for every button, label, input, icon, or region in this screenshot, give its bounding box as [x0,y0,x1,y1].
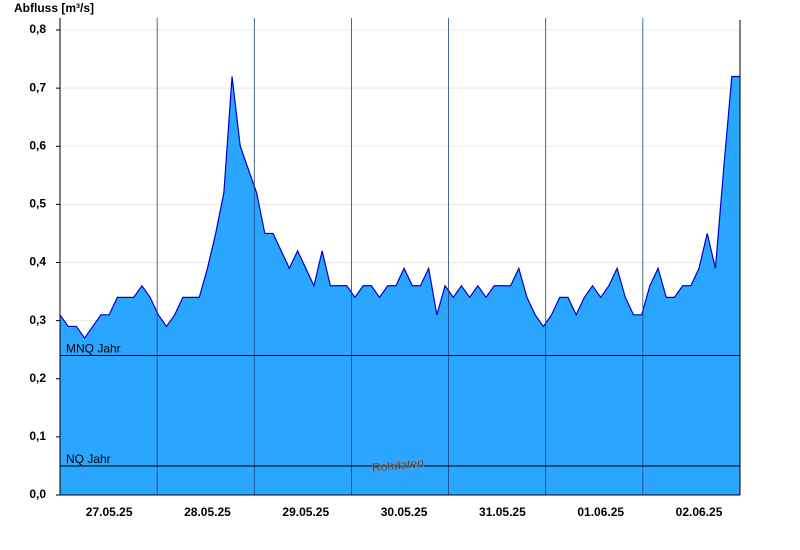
watermark: Rohdaten [371,455,424,474]
x-tick-label: 31.05.25 [479,505,526,519]
y-tick-label: 0,4 [29,255,46,269]
x-tick-label: 30.05.25 [381,505,428,519]
x-tick-label: 01.06.25 [577,505,624,519]
x-tick-label: 02.06.25 [676,505,723,519]
y-tick-label: 0,1 [29,429,46,443]
chart-title: Abfluss [m³/s] [14,1,94,15]
x-tick-label: 29.05.25 [282,505,329,519]
y-tick-label: 0,8 [29,22,46,36]
y-tick-label: 0,3 [29,313,46,327]
y-tick-label: 0,0 [29,487,46,501]
reference-label: NQ Jahr [66,452,111,466]
y-tick-label: 0,2 [29,371,46,385]
y-tick-label: 0,6 [29,138,46,152]
y-tick-label: 0,5 [29,197,46,211]
area [60,76,740,495]
x-tick-label: 27.05.25 [86,505,133,519]
x-tick-label: 28.05.25 [184,505,231,519]
y-tick-label: 0,7 [29,80,46,94]
reference-label: MNQ Jahr [66,342,121,356]
area-line [59,75,740,340]
